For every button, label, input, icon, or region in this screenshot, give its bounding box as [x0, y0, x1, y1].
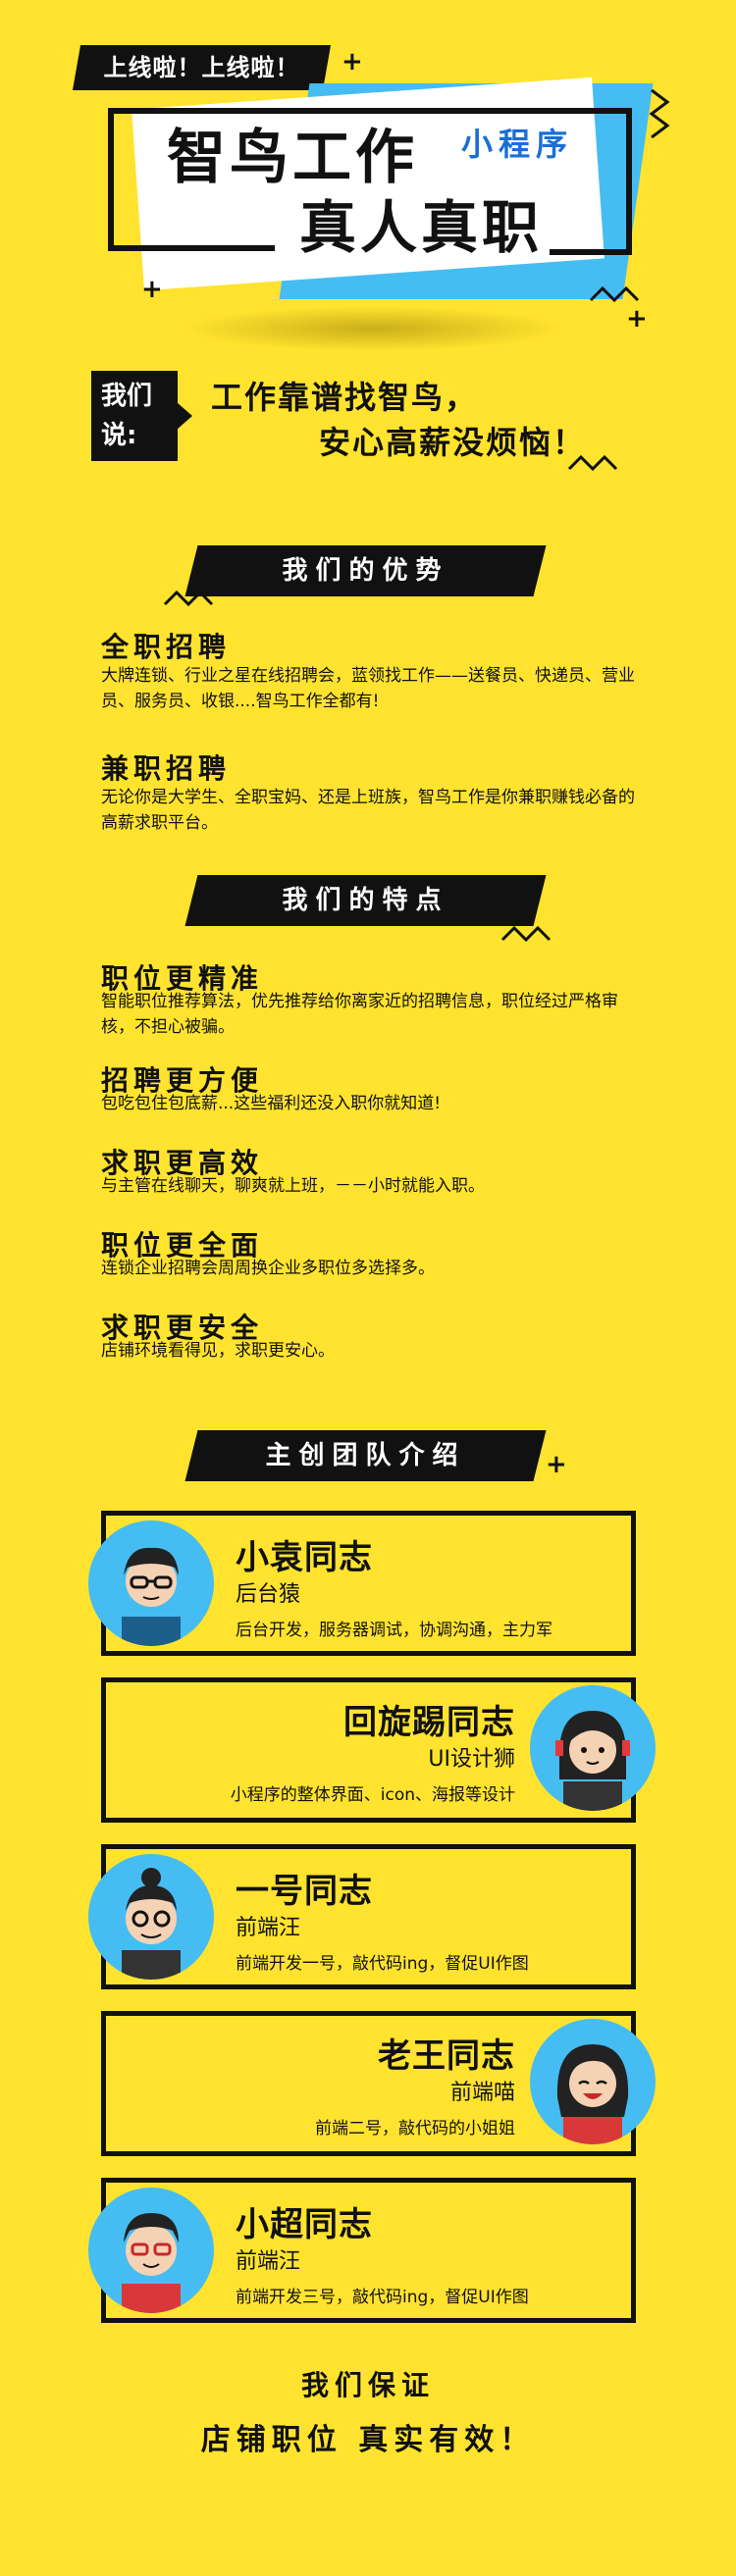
- hero-frame: [108, 108, 632, 114]
- advantage-desc: 无论你是大学生、全职宝妈、还是上班族，智鸟工作是你兼职赚钱必备的高薪求职平台。: [101, 788, 635, 833]
- guarantee-text: 店铺职位 真实有效！: [200, 2423, 536, 2457]
- hero-title-line2: 真人真职: [299, 194, 544, 261]
- avatar: [530, 2019, 656, 2144]
- advantages-heading-text: 我们的优势: [282, 556, 449, 586]
- hero-shadow: [182, 306, 564, 351]
- male-avatar-icon: [122, 1547, 181, 1646]
- features-heading: 我们的特点: [184, 875, 547, 926]
- speech-pointer: [177, 402, 192, 430]
- guarantee-title: 我们保证: [300, 2369, 435, 2401]
- advantages-heading: 我们的优势: [184, 545, 547, 596]
- team-heading-text: 主创团队介绍: [265, 1441, 466, 1470]
- hero-frame: [108, 108, 114, 251]
- advantage-title: 全职招聘: [101, 631, 232, 663]
- zigzag-icon: [589, 285, 640, 303]
- feature-title: 求职更高效: [101, 1147, 264, 1179]
- member-role: 后台猿: [236, 1582, 301, 1607]
- member-name: 小袁同志: [236, 1538, 373, 1577]
- we-say-label: 我们 说:: [91, 371, 178, 461]
- hero-frame: [108, 245, 275, 251]
- member-desc: 小程序的整体界面、icon、海报等设计: [230, 1785, 515, 1805]
- member-role: 前端汪: [236, 2249, 301, 2274]
- feature-desc: 与主管在线聊天，聊爽就上班，－－小时就能入职。: [101, 1176, 485, 1196]
- avatar: [88, 1854, 214, 1980]
- slogan-line2: 安心高薪没烦恼！: [319, 424, 587, 461]
- member-desc: 前端二号，敲代码的小姐姐: [315, 2119, 515, 2138]
- male-avatar-icon: [122, 2213, 181, 2313]
- female-avatar-icon: [556, 2044, 629, 2144]
- slogan-line1: 工作靠谱找智鸟，: [211, 379, 479, 416]
- plus-decoration-icon: +: [546, 1450, 567, 1479]
- feature-title: 职位更全面: [101, 1229, 264, 1262]
- male-avatar-icon: [122, 1868, 181, 1980]
- member-role: 前端喵: [449, 2081, 515, 2105]
- hero-frame: [550, 249, 632, 255]
- advantage-title: 兼职招聘: [101, 752, 232, 785]
- member-role: UI设计狮: [428, 1747, 515, 1772]
- launch-tag-text: 上线啦！上线啦！: [103, 54, 300, 81]
- plus-decoration-icon: +: [141, 275, 163, 304]
- feature-desc: 包吃包住包底薪...这些福利还没入职你就知道!: [101, 1094, 442, 1113]
- features-heading-text: 我们的特点: [282, 886, 449, 915]
- member-desc: 后台开发，服务器调试，协调沟通，主力军: [236, 1621, 552, 1640]
- feature-title: 招聘更方便: [101, 1064, 264, 1097]
- member-desc: 前端开发一号，敲代码ing，督促UI作图: [236, 1954, 529, 1974]
- plus-decoration-icon: +: [626, 304, 648, 334]
- zigzag-icon: [500, 925, 552, 943]
- member-name: 回旋踢同志: [343, 1703, 515, 1742]
- hero-frame: [626, 108, 632, 255]
- advantage-desc: 大牌连锁、行业之星在线招聘会，蓝领找工作——送餐员、快递员、营业员、服务员、收银…: [101, 666, 635, 711]
- mini-program-label: 小程序: [461, 126, 574, 163]
- feature-title: 求职更安全: [101, 1312, 264, 1344]
- feature-title: 职位更精准: [101, 962, 264, 995]
- member-desc: 前端开发三号，敲代码ing，督促UI作图: [236, 2288, 529, 2307]
- member-name: 小超同志: [236, 2205, 373, 2244]
- plus-decoration-icon: +: [342, 47, 363, 77]
- feature-desc: 店铺环境看得见，求职更安心。: [101, 1341, 335, 1361]
- member-name: 老王同志: [378, 2036, 515, 2076]
- we-say-line2: 说:: [101, 421, 137, 450]
- female-avatar-icon: [555, 1711, 630, 1811]
- launch-tag: 上线啦！上线啦！: [72, 45, 332, 90]
- zigzag-icon: [163, 590, 214, 607]
- hero-title-line1: 智鸟工作: [167, 124, 418, 192]
- member-role: 前端汪: [236, 1916, 301, 1940]
- zigzag-icon: [649, 88, 670, 139]
- avatar: [88, 1520, 214, 1646]
- feature-desc: 智能职位推荐算法，优先推荐给你离家近的招聘信息，职位经过严格审核，不担心被骗。: [101, 992, 618, 1037]
- we-say-line1: 我们: [101, 382, 153, 411]
- member-name: 一号同志: [236, 1872, 373, 1911]
- avatar: [88, 2188, 214, 2313]
- zigzag-icon: [567, 454, 618, 472]
- avatar: [530, 1685, 656, 1811]
- feature-desc: 连锁企业招聘会周周换企业多职位多选择多。: [101, 1259, 435, 1278]
- team-heading: 主创团队介绍: [184, 1430, 547, 1481]
